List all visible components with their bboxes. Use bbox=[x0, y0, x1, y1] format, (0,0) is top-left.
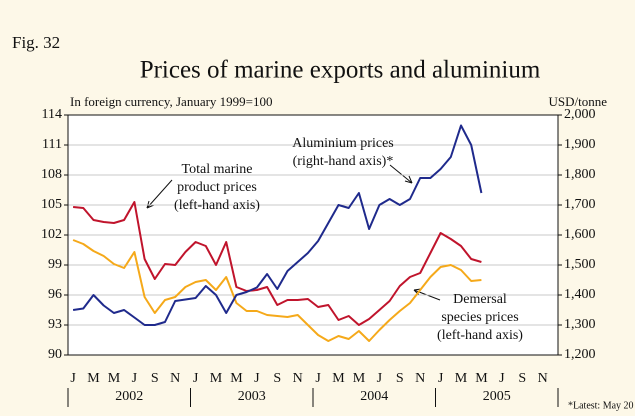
series-label: Aluminium prices bbox=[292, 136, 394, 151]
x-tick-label: J bbox=[193, 371, 199, 386]
y2-tick-label: 1,300 bbox=[564, 317, 596, 332]
plot-frame bbox=[67, 114, 559, 356]
arrow-head bbox=[404, 175, 413, 184]
arrow bbox=[389, 164, 413, 184]
series-label: product prices bbox=[177, 180, 257, 195]
series-line bbox=[72, 239, 482, 342]
x-tick-label: J bbox=[438, 371, 444, 386]
x-tick-label: J bbox=[70, 371, 76, 386]
x-tick-label: J bbox=[254, 371, 260, 386]
x-tick-label: M bbox=[210, 371, 223, 386]
x-tick-label: J bbox=[377, 371, 383, 386]
year-label: 2004 bbox=[360, 389, 388, 404]
series-label: (left-hand axis) bbox=[174, 198, 260, 213]
footnote: *Latest: May 20 bbox=[568, 400, 634, 411]
y2-axis-label: USD/tonne bbox=[549, 94, 608, 109]
x-tick-label: N bbox=[170, 371, 180, 386]
series-label: species prices bbox=[441, 310, 518, 325]
y-tick-label: 105 bbox=[41, 197, 62, 212]
x-tick-label: N bbox=[293, 371, 303, 386]
y2-tick-label: 1,900 bbox=[564, 137, 596, 152]
x-tick-label: J bbox=[499, 371, 505, 386]
series-label: Total marine bbox=[182, 162, 253, 177]
y2-tick-label: 1,400 bbox=[564, 287, 596, 302]
x-tick-label: M bbox=[108, 371, 121, 386]
x-tick-label: M bbox=[455, 371, 468, 386]
figure-label: Fig. 32 bbox=[12, 33, 60, 52]
x-tick-label: S bbox=[151, 371, 159, 386]
x-tick-label: S bbox=[518, 371, 526, 386]
series-label: (right-hand axis)* bbox=[293, 154, 394, 169]
x-tick-label: J bbox=[132, 371, 138, 386]
y2-tick-label: 1,800 bbox=[564, 167, 596, 182]
x-tick-label: N bbox=[538, 371, 548, 386]
x-tick-label: J bbox=[315, 371, 321, 386]
x-tick-label: M bbox=[332, 371, 345, 386]
x-tick-label: S bbox=[273, 371, 281, 386]
y-tick-label: 111 bbox=[42, 137, 62, 152]
chart-title: Prices of marine exports and aluminium bbox=[140, 57, 541, 84]
x-tick-label: M bbox=[475, 371, 488, 386]
y-tick-label: 114 bbox=[42, 107, 62, 122]
x-tick-label: M bbox=[87, 371, 100, 386]
year-label: 2005 bbox=[483, 389, 511, 404]
y2-tick-label: 1,200 bbox=[564, 347, 596, 362]
y2-tick-label: 1,600 bbox=[564, 227, 596, 242]
year-label: 2003 bbox=[238, 389, 266, 404]
series-label: Demersal bbox=[453, 292, 507, 307]
x-tick-label: M bbox=[353, 371, 366, 386]
x-tick-label: S bbox=[396, 371, 404, 386]
series-line bbox=[73, 201, 482, 326]
arrow bbox=[146, 179, 173, 209]
y-axis-label: In foreign currency, January 1999=100 bbox=[70, 94, 273, 109]
y-tick-label: 108 bbox=[41, 167, 62, 182]
x-tick-label: N bbox=[415, 371, 425, 386]
year-label: 2002 bbox=[115, 389, 143, 404]
y-tick-label: 102 bbox=[41, 227, 62, 242]
y-tick-label: 96 bbox=[48, 287, 62, 302]
series-line bbox=[72, 124, 483, 326]
y-tick-label: 93 bbox=[48, 317, 62, 332]
y2-tick-label: 2,000 bbox=[564, 107, 596, 122]
y2-tick-label: 1,700 bbox=[564, 197, 596, 212]
y2-tick-label: 1,500 bbox=[564, 257, 596, 272]
x-tick-label: M bbox=[230, 371, 243, 386]
series-label: (left-hand axis) bbox=[437, 328, 523, 343]
y-tick-label: 90 bbox=[48, 347, 62, 362]
y-tick-label: 99 bbox=[48, 257, 62, 272]
